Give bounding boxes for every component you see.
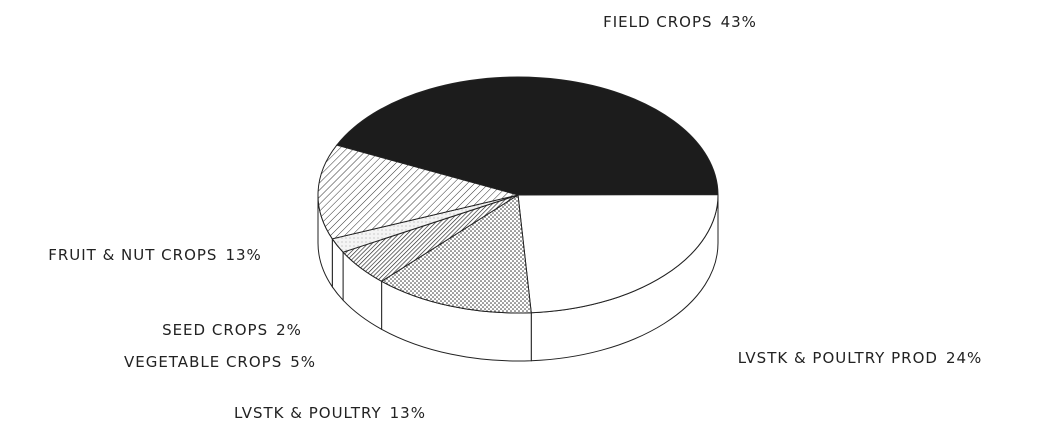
- value-label: 2%: [276, 321, 302, 339]
- category-label: FIELD CROPS: [603, 13, 712, 31]
- slice-label: SEED CROPS 2%: [162, 321, 302, 339]
- pie-slice: [335, 76, 719, 196]
- labels: FIELD CROPS 43%LVSTK & POULTRY PROD 24%LVS…: [48, 13, 983, 422]
- slice-label: FIELD CROPS 43%: [603, 13, 757, 31]
- slice-label: LVSTK & POULTRY PROD 24%: [738, 349, 983, 367]
- value-label: 43%: [721, 13, 757, 31]
- pie-slices: [317, 76, 719, 314]
- slice-label: VEGETABLE CROPS 5%: [124, 353, 316, 371]
- value-label: 13%: [390, 404, 426, 422]
- slice-label: LVSTK & POULTRY 13%: [234, 404, 426, 422]
- value-label: 13%: [225, 246, 261, 264]
- category-label: LVSTK & POULTRY PROD: [738, 349, 938, 367]
- category-label: LVSTK & POULTRY: [234, 404, 382, 422]
- pie-slice: [380, 194, 532, 314]
- category-label: SEED CROPS: [162, 321, 268, 339]
- value-label: 5%: [290, 353, 316, 371]
- pie-sides: [317, 194, 719, 362]
- category-label: FRUIT & NUT CROPS: [48, 246, 217, 264]
- pie-slice: [517, 194, 719, 314]
- value-label: 24%: [946, 349, 982, 367]
- slice-label: FRUIT & NUT CROPS 13%: [48, 246, 262, 264]
- pie-slice: [317, 144, 519, 240]
- category-label: VEGETABLE CROPS: [124, 353, 282, 371]
